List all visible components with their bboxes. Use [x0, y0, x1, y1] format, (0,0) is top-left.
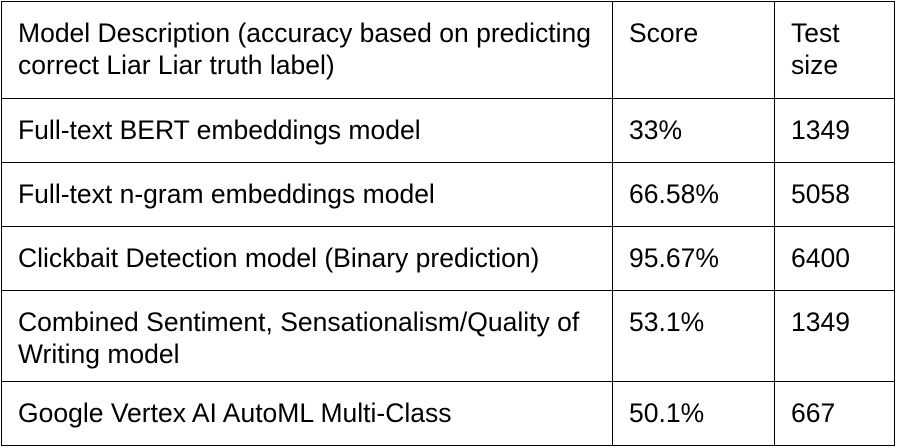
score-cell: 95.67%: [612, 226, 775, 291]
model-description-cell: Full-text n-gram embeddings model: [1, 162, 613, 227]
test-size-cell: 1349: [774, 290, 895, 382]
model-description-cell: Combined Sentiment, Sensationalism/Quali…: [1, 290, 613, 382]
table-row: Combined Sentiment, Sensationalism/Quali…: [1, 290, 895, 382]
header-score: Score: [612, 1, 775, 99]
score-cell: 33%: [612, 98, 775, 163]
score-cell: 66.58%: [612, 162, 775, 227]
model-description-cell: Google Vertex AI AutoML Multi-Class: [1, 381, 613, 446]
score-cell: 50.1%: [612, 381, 775, 446]
score-cell: 53.1%: [612, 290, 775, 382]
test-size-cell: 6400: [774, 226, 895, 291]
header-test-size: Test size: [774, 1, 895, 99]
model-description-cell: Full-text BERT embeddings model: [1, 98, 613, 163]
table-row: Clickbait Detection model (Binary predic…: [1, 226, 895, 291]
header-model-description: Model Description (accuracy based on pre…: [1, 1, 613, 99]
table-row: Full-text BERT embeddings model 33% 1349: [1, 98, 895, 163]
test-size-cell: 667: [774, 381, 895, 446]
table-row: Google Vertex AI AutoML Multi-Class 50.1…: [1, 381, 895, 446]
model-description-cell: Clickbait Detection model (Binary predic…: [1, 226, 613, 291]
table-row: Full-text n-gram embeddings model 66.58%…: [1, 162, 895, 227]
test-size-cell: 5058: [774, 162, 895, 227]
test-size-cell: 1349: [774, 98, 895, 163]
table-header-row: Model Description (accuracy based on pre…: [1, 1, 895, 99]
